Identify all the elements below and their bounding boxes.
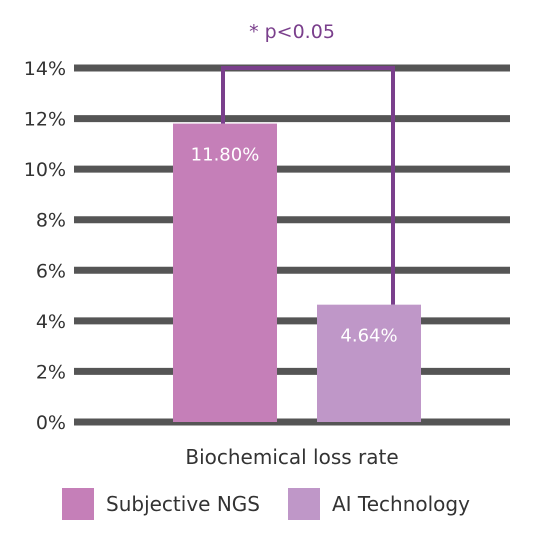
- x-category-label: Biochemical loss rate: [185, 445, 398, 469]
- y-tick-label-1: 2%: [36, 361, 66, 383]
- legend: Subjective NGS AI Technology: [62, 488, 498, 520]
- legend-swatch-subjective-ngs: [62, 488, 94, 520]
- bars: [173, 123, 421, 422]
- bar-subjective-ngs: [173, 123, 277, 422]
- y-tick-label-7: 14%: [24, 58, 66, 80]
- data-labels: 11.80% 4.64%: [191, 145, 398, 347]
- significance-bracket: [221, 66, 395, 305]
- gridlines: [74, 64, 510, 426]
- y-tick-label-3: 6%: [36, 260, 66, 282]
- y-tick-label-6: 12%: [24, 109, 66, 131]
- significance-bracket-line: [221, 66, 395, 305]
- y-tick-label-4: 8%: [36, 210, 66, 232]
- bar-ai-technology: [317, 304, 421, 422]
- significance-annotation: * p<0.05: [249, 21, 335, 43]
- data-label-subjective-ngs: 11.80%: [191, 145, 260, 166]
- legend-item-ai-technology: AI Technology: [287, 488, 470, 520]
- legend-swatch-ai-technology: [287, 488, 320, 520]
- y-tick-label-2: 4%: [36, 311, 66, 333]
- legend-label-subjective-ngs: Subjective NGS: [106, 492, 260, 516]
- legend-item-subjective-ngs: Subjective NGS: [62, 488, 260, 520]
- data-label-ai-technology: 4.64%: [340, 326, 397, 347]
- y-axis-ticks: 0% 2% 4% 6% 8% 10% 12% 14%: [24, 58, 66, 434]
- y-tick-label-0: 0%: [36, 412, 66, 434]
- y-tick-label-5: 10%: [24, 159, 66, 181]
- legend-label-ai-technology: AI Technology: [331, 492, 470, 516]
